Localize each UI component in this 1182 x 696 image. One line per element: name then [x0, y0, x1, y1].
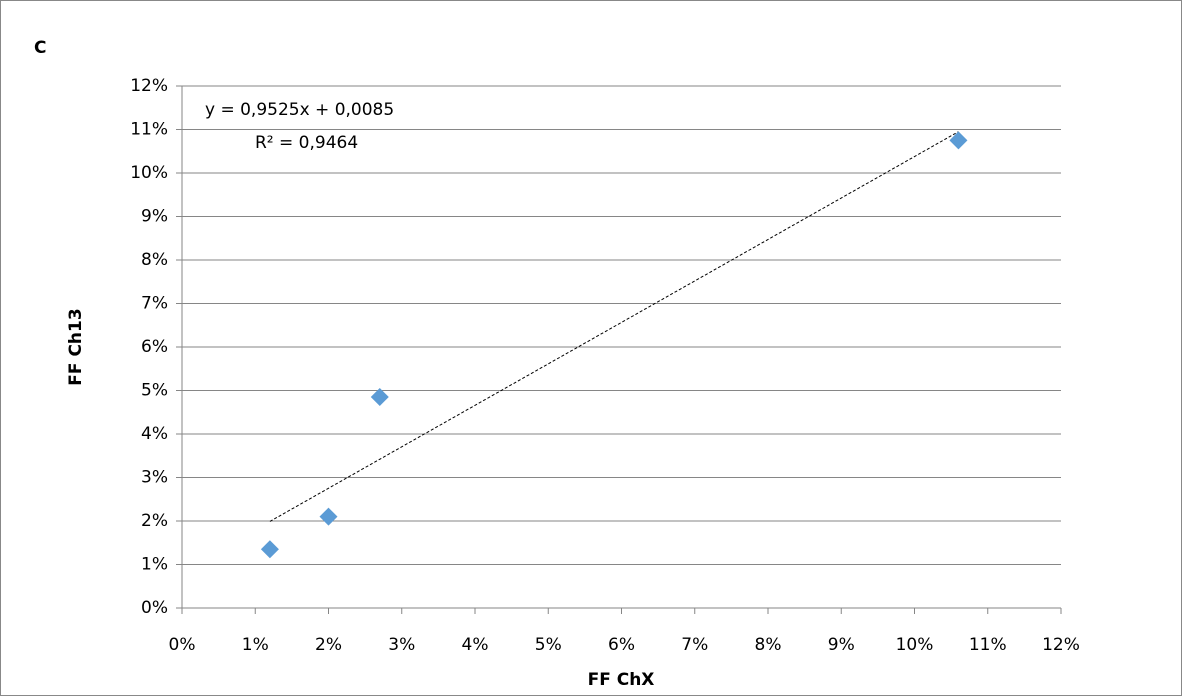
y-tick-label: 3% [141, 468, 168, 488]
x-tick-label: 4% [462, 635, 489, 655]
x-tick-label: 1% [242, 635, 269, 655]
y-tick-label: 0% [141, 598, 168, 618]
x-tick-label: 7% [681, 635, 708, 655]
y-tick-label: 4% [141, 424, 168, 444]
y-tick-label: 1% [141, 555, 168, 575]
x-tick-label: 5% [535, 635, 562, 655]
chart-title: C [34, 38, 46, 58]
x-tick-label: 0% [169, 635, 196, 655]
x-tick-label: 2% [315, 635, 342, 655]
x-tick-label: 10% [896, 635, 934, 655]
y-axis-label: FF Ch13 [66, 308, 86, 385]
x-axis-label: FF ChX [588, 670, 655, 690]
point [260, 540, 279, 559]
point [370, 388, 389, 407]
x-tick-label: 11% [969, 635, 1007, 655]
y-tick-label: 2% [141, 511, 168, 531]
y-tick-label: 10% [130, 163, 168, 183]
x-tick-label: 3% [388, 635, 415, 655]
trendline [269, 131, 959, 522]
y-tick-label: 12% [130, 76, 168, 96]
y-tick-label: 5% [141, 381, 168, 401]
y-tick-label: 6% [141, 337, 168, 357]
point [949, 131, 968, 150]
x-tick-label: 6% [608, 635, 635, 655]
y-tick-label: 11% [130, 120, 168, 140]
trend-equation: y = 0,9525x + 0,0085 [205, 100, 394, 120]
x-tick-label: 9% [828, 635, 855, 655]
y-tick-label: 8% [141, 250, 168, 270]
x-tick-label: 8% [755, 635, 782, 655]
point [319, 507, 338, 526]
y-tick-label: 7% [141, 294, 168, 314]
y-tick-label: 9% [141, 207, 168, 227]
trend-r2: R² = 0,9464 [255, 133, 358, 153]
x-tick-label: 12% [1042, 635, 1080, 655]
